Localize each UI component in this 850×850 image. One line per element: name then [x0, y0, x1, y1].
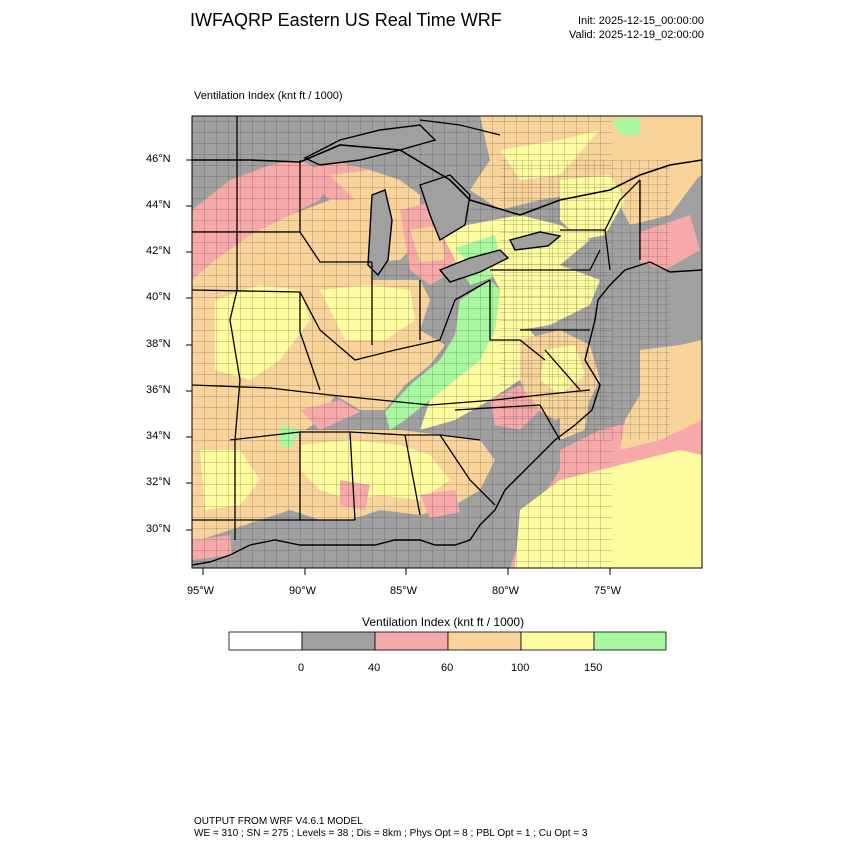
lat-label-36: 36°N [146, 384, 171, 396]
legend-tick-100: 100 [511, 662, 530, 674]
map-title: IWFAQRP Eastern US Real Time WRF [190, 10, 502, 30]
legend-box-4 [520, 631, 595, 651]
field-label: Ventilation Index (knt ft / 1000) [194, 90, 343, 102]
model-info-line2: WE = 310 ; SN = 275 ; Levels = 38 ; Dis … [194, 828, 588, 839]
legend-bar [228, 631, 667, 651]
lon-label-90: 90°W [289, 585, 317, 597]
lake-michigan [367, 189, 393, 277]
legend-box-1 [301, 631, 376, 651]
lon-label-85: 85°W [390, 585, 418, 597]
lon-label-95: 95°W [187, 585, 215, 597]
lat-label-42: 42°N [146, 245, 171, 257]
lat-label-40: 40°N [146, 291, 171, 303]
lat-label-30: 30°N [146, 523, 171, 535]
legend-tick-150: 150 [584, 662, 603, 674]
lake-superior [303, 124, 437, 166]
lat-ticks [186, 159, 192, 531]
lon-label-80: 80°W [492, 585, 520, 597]
lat-label-46: 46°N [146, 153, 171, 165]
init-time: Init: 2025-12-15_00:00:00 [578, 15, 704, 27]
legend-box-0 [228, 631, 303, 651]
coastline [192, 261, 702, 566]
canada-border [192, 144, 702, 216]
lake-huron [419, 174, 471, 242]
canada-green [612, 118, 640, 135]
lon-label-75: 75°W [594, 585, 622, 597]
plot-frame [191, 115, 703, 569]
valid-time: Valid: 2025-12-19_02:00:00 [569, 29, 704, 41]
lake-ontario [508, 231, 562, 251]
lat-label-38: 38°N [146, 338, 171, 350]
legend-tick-60: 60 [441, 662, 454, 674]
legend-box-5 [593, 631, 667, 651]
lat-label-32: 32°N [146, 476, 171, 488]
legend-tick-40: 40 [368, 662, 381, 674]
lat-label-34: 34°N [146, 430, 171, 442]
legend-title: Ventilation Index (knt ft / 1000) [362, 615, 525, 629]
legend-tick-0: 0 [298, 662, 305, 674]
legend-box-2 [374, 631, 449, 651]
legend-box-3 [447, 631, 522, 651]
state-borders [192, 116, 641, 540]
model-info: OUTPUT FROM WRF V4.6.1 MODEL WE = 310 ; … [194, 816, 587, 840]
run-times: Init: 2025-12-15_00:00:00 Valid: 2025-12… [569, 14, 704, 42]
lat-label-44: 44°N [146, 199, 171, 211]
map-field [192, 116, 702, 568]
lon-ticks [202, 568, 611, 575]
model-info-line1: OUTPUT FROM WRF V4.6.1 MODEL [194, 816, 363, 827]
lake-erie [438, 249, 510, 283]
